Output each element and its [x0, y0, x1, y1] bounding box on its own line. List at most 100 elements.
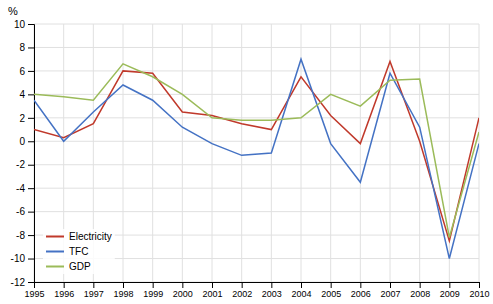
tick: 2005 [321, 282, 341, 299]
tick: 0 [19, 136, 34, 147]
grid-line [479, 24, 480, 282]
tick-mark [28, 259, 34, 260]
tick-mark [212, 282, 213, 288]
tick: -8 [16, 230, 34, 241]
tick-label: 4 [19, 89, 25, 100]
grid-line [34, 70, 479, 71]
tick-label: 2006 [351, 289, 371, 299]
tick-label: 1996 [54, 289, 74, 299]
chart: 1995 1996 1997 1998 1999 2000 2001 2002 2003 2004… [0, 0, 493, 304]
tick: 2008 [410, 282, 430, 299]
plot-area [34, 59, 479, 258]
tick-label: 2 [19, 113, 25, 124]
tick-label: 2004 [291, 289, 311, 299]
tick: 2002 [232, 282, 252, 299]
tick-mark [449, 282, 450, 288]
tick: 1998 [113, 282, 133, 299]
tick-mark [28, 47, 34, 48]
tick-label: -2 [16, 159, 25, 170]
tick-mark [28, 212, 34, 213]
grid-line [241, 24, 242, 282]
tick-label: 1999 [143, 289, 163, 299]
tick: 1995 [24, 282, 44, 299]
grid-line [123, 24, 124, 282]
y-axis-label: % [8, 5, 18, 17]
grid-line [34, 117, 479, 118]
grid-line [34, 211, 479, 212]
grid-line [34, 24, 479, 25]
tick-label: -12 [11, 277, 26, 288]
tick: 6 [19, 66, 34, 77]
tick: -12 [11, 277, 34, 288]
legend-label: TFC [69, 246, 88, 257]
tick-label: -8 [16, 230, 25, 241]
tick: 4 [19, 89, 34, 100]
tick: 2 [19, 113, 34, 124]
tick-mark [93, 282, 94, 288]
legend-swatch [46, 266, 64, 268]
grid-line [152, 24, 153, 282]
legend-background [43, 229, 115, 274]
tick-mark [28, 165, 34, 166]
legend: Electricity TFC GDP [43, 229, 115, 274]
tick-mark [28, 141, 34, 142]
tick-mark [242, 282, 243, 288]
tick-label: 2003 [262, 289, 282, 299]
legend-entry: TFC [46, 246, 88, 257]
tick-label: -4 [16, 183, 25, 194]
tick-label: 1998 [113, 289, 133, 299]
x-axis: 1995 1996 1997 1998 1999 2000 2001 2002 2003 2004… [24, 282, 489, 299]
legend-label: GDP [69, 261, 91, 272]
tick-mark [28, 24, 34, 25]
grid [34, 24, 479, 282]
legend-entry: Electricity [46, 231, 112, 242]
tick-label: 2001 [202, 289, 222, 299]
tick: 2000 [173, 282, 193, 299]
tick: 2001 [202, 282, 222, 299]
tick: 2010 [469, 282, 489, 299]
grid-line [34, 188, 479, 189]
tick-mark [28, 118, 34, 119]
tick-label: 2008 [410, 289, 430, 299]
tick-mark [331, 282, 332, 288]
tick-mark [123, 282, 124, 288]
x-axis-line [35, 283, 480, 289]
grid-line [34, 47, 479, 48]
tick-label: 6 [19, 66, 25, 77]
tick-label: 1997 [84, 289, 104, 299]
tick: -6 [16, 206, 34, 217]
grid-line [34, 94, 479, 95]
legend-entry: GDP [46, 261, 91, 272]
tick-mark [479, 282, 480, 288]
tick-label: 8 [19, 42, 25, 53]
tick-label: 10 [14, 19, 26, 30]
tick-label: 2009 [440, 289, 460, 299]
grid-line [419, 24, 420, 282]
tick-mark [390, 282, 391, 288]
series-line [34, 59, 479, 258]
tick: -4 [16, 183, 34, 194]
tick-label: 2010 [469, 289, 489, 299]
tick-mark [28, 71, 34, 72]
y-axis: -12 -10 -8 -6 -4 -2 0 2 4 6 8 10 [11, 19, 35, 288]
tick-label: 2000 [173, 289, 193, 299]
tick-label: -10 [11, 253, 26, 264]
tick-label: 0 [19, 136, 25, 147]
tick: 1999 [143, 282, 163, 299]
tick-mark [360, 282, 361, 288]
tick-label: 2002 [232, 289, 252, 299]
tick: 1997 [84, 282, 104, 299]
tick-mark [420, 282, 421, 288]
tick: 1996 [54, 282, 74, 299]
grid-line [182, 24, 183, 282]
tick: 2004 [291, 282, 311, 299]
legend-label: Electricity [69, 231, 112, 242]
tick: -10 [11, 253, 34, 264]
series-line [34, 64, 479, 238]
y-axis-line [28, 25, 35, 283]
tick: 2007 [380, 282, 400, 299]
tick-mark [28, 188, 34, 189]
tick: -2 [16, 159, 34, 170]
legend-swatch [46, 236, 64, 238]
tick-mark [28, 235, 34, 236]
